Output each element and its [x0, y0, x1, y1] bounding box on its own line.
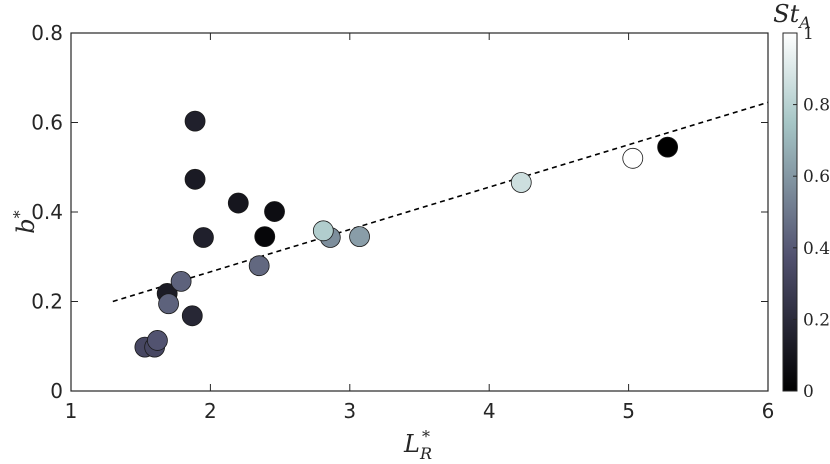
data-point — [184, 110, 206, 132]
colorbar-gradient — [782, 32, 798, 392]
data-points — [134, 110, 679, 358]
data-point — [264, 201, 285, 222]
colorbar-tick-label: 0.8 — [803, 96, 830, 116]
y-axis-title: b* — [10, 210, 40, 233]
data-point — [181, 305, 203, 327]
colorbar-tick-label: 0 — [803, 382, 814, 402]
colorbar-tick-label: 0.6 — [803, 167, 830, 187]
y-axis-ticks: 0 0.2 0.4 0.6 0.8 — [31, 21, 768, 403]
data-point — [657, 136, 679, 158]
x-tick-label: 4 — [483, 399, 496, 423]
y-tick-label: 0.2 — [31, 290, 63, 314]
data-point — [184, 168, 206, 190]
data-point — [227, 192, 249, 214]
data-point — [510, 172, 532, 193]
colorbar: 0 0.2 0.4 0.6 0.8 1 StA — [773, 0, 830, 402]
data-point — [622, 147, 644, 169]
data-point — [170, 270, 192, 292]
data-point — [254, 226, 276, 248]
fit-line-group — [112, 101, 769, 303]
colorbar-ticks: 0 0.2 0.4 0.6 0.8 1 — [793, 24, 830, 402]
data-point — [147, 330, 168, 351]
x-tick-label: 2 — [204, 399, 217, 423]
data-point — [312, 220, 334, 242]
y-tick-label: 0.8 — [31, 21, 63, 45]
y-tick-label: 0.6 — [31, 111, 63, 135]
data-point — [349, 226, 370, 248]
data-point — [193, 227, 214, 248]
data-point — [248, 255, 270, 277]
plot-border — [70, 32, 769, 392]
y-tick-label: 0.4 — [31, 200, 63, 224]
x-tick-label: 5 — [622, 399, 635, 423]
x-tick-label: 6 — [762, 399, 775, 423]
colorbar-tick-label: 0.2 — [803, 310, 830, 330]
colorbar-tick-label: 1 — [803, 24, 814, 44]
y-tick-label: 0 — [50, 379, 63, 403]
colorbar-tick-label: 0.4 — [803, 239, 830, 259]
data-point — [158, 293, 179, 315]
x-tick-label: 3 — [343, 399, 356, 423]
x-axis-ticks: 1 2 3 4 5 6 — [65, 33, 775, 423]
plot-area — [70, 32, 769, 392]
x-axis-title: LR* — [403, 427, 432, 463]
x-tick-label: 1 — [65, 399, 78, 423]
fit-line — [112, 101, 769, 303]
colorbar-title: StA — [773, 0, 811, 32]
